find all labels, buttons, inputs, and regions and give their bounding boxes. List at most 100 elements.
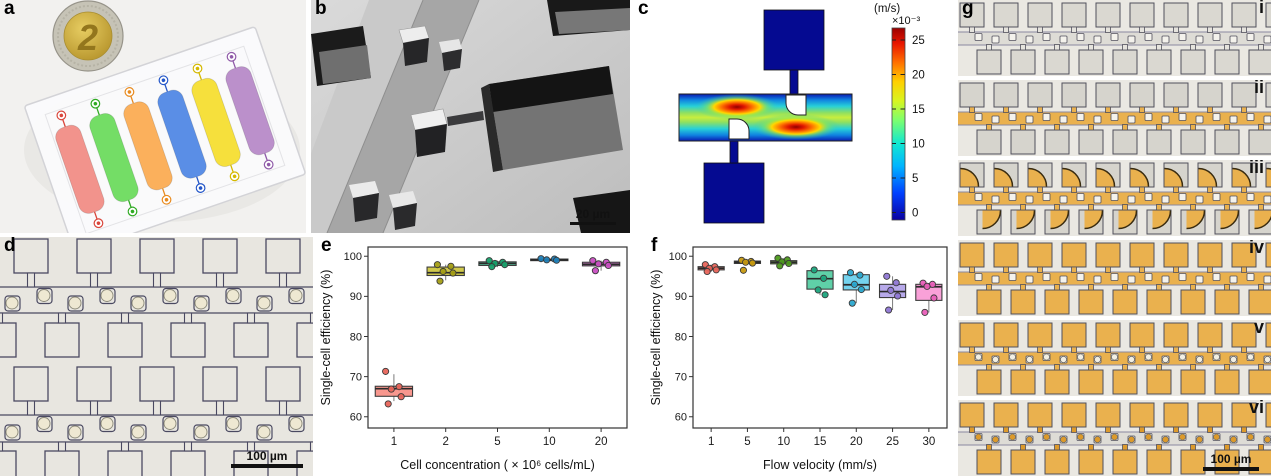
svg-text:80: 80: [350, 331, 362, 343]
scale-bar-b: 20 µm: [570, 208, 616, 225]
svg-text:60: 60: [350, 412, 362, 424]
boxplot-cell-concentration: 60 70 80 90 100 Single-cell efficiency (%) Cel…: [319, 246, 628, 472]
inlet-reservoir: [763, 9, 825, 71]
sem-pillar-side: [415, 124, 447, 157]
strip-graphic-vi: [958, 400, 1271, 476]
trap-array-graphic: [0, 237, 313, 476]
svg-text:Single-cell efficiency (%): Single-cell efficiency (%): [649, 270, 663, 406]
strip-graphic-ii: [958, 80, 1271, 156]
svg-text:1: 1: [391, 436, 397, 448]
panel-g-strip-i: g i: [958, 0, 1271, 76]
strip-graphic-v: [958, 320, 1271, 396]
velocity-field: [679, 94, 852, 141]
scale-bar-b-line: [570, 222, 616, 225]
svg-text:0: 0: [912, 208, 918, 220]
panel-g-strip-iii: iii: [958, 160, 1271, 236]
sem-hole-wall: [481, 84, 503, 172]
panel-f-boxplot: 60 70 80 90 100 Single-cell efficiency (%) Flo…: [647, 237, 953, 476]
svg-text:90: 90: [675, 291, 687, 303]
strip-graphic-iv: [958, 240, 1271, 316]
simulation-graphic: (m/s) ×10⁻³ 0 5 10 15 20 25: [634, 0, 954, 233]
svg-text:20: 20: [850, 436, 863, 448]
panel-g-strip-ii: ii: [958, 80, 1271, 156]
svg-text:10: 10: [543, 436, 556, 448]
panel-b-sem-image: b 20 µm: [311, 0, 630, 233]
scale-bar-g-text: 100 µm: [1210, 452, 1252, 466]
svg-text:2: 2: [442, 436, 448, 448]
strip-vi-label: vi: [1248, 400, 1264, 417]
svg-text:5: 5: [494, 436, 500, 448]
svg-text:1: 1: [708, 436, 714, 448]
svg-text:5: 5: [744, 436, 750, 448]
scale-bar-d-line: [231, 464, 303, 468]
svg-text:15: 15: [912, 104, 925, 116]
panel-a-label: a: [4, 0, 15, 19]
svg-text:10: 10: [777, 436, 790, 448]
inlet-neck: [789, 69, 799, 96]
sem-pillar-side: [442, 49, 462, 71]
trap-structure: [785, 94, 807, 116]
colorbar: [891, 27, 906, 221]
svg-text:2: 2: [77, 17, 98, 58]
scale-bar-g: 100 µm: [1203, 453, 1259, 471]
channel-outline: [678, 93, 853, 142]
svg-text:100: 100: [344, 251, 362, 263]
svg-text:20: 20: [595, 436, 608, 448]
svg-text:15: 15: [814, 436, 827, 448]
strip-graphic-i: [958, 0, 1271, 76]
panel-a-chip-photo: 2 a: [0, 0, 306, 233]
svg-text:70: 70: [350, 371, 362, 383]
sem-hole-shadow: [489, 66, 613, 112]
panel-e-label: e: [321, 237, 332, 256]
strip-iv-label: iv: [1248, 240, 1264, 257]
scale-bar-g-line: [1203, 467, 1259, 471]
svg-text:20: 20: [912, 70, 925, 82]
outlet-reservoir: [703, 162, 765, 224]
strip-ii-label: ii: [1253, 80, 1264, 97]
colorbar-multiplier: ×10⁻³: [892, 15, 920, 27]
strip-v-label: v: [1253, 320, 1264, 337]
panel-e-boxplot: 60 70 80 90 100 Single-cell efficiency (%) Cel…: [317, 237, 647, 476]
panel-g-strip-v: v: [958, 320, 1271, 396]
scale-bar-d: 100 µm: [231, 450, 303, 468]
trap-structure: [728, 118, 750, 140]
svg-text:10: 10: [912, 139, 925, 151]
panel-b-label: b: [315, 0, 327, 19]
panel-f-label: f: [651, 237, 658, 256]
panel-c-simulation: (m/s) ×10⁻³ 0 5 10 15 20 25 c: [634, 0, 954, 233]
sem-pillar-top: [349, 181, 379, 198]
colorbar-ticks: 0 5 10 15 20 25: [892, 35, 925, 220]
panel-g-strip-vi: vi 100 µm: [958, 400, 1271, 476]
panel-g-strip-iv: iv: [958, 240, 1271, 316]
sem-pillar-bar: [447, 111, 484, 126]
strip-i-label: i: [1258, 0, 1264, 17]
sem-hole-floor: [319, 45, 371, 84]
sem-graphic: [311, 0, 630, 233]
sem-left-plateau: [311, 0, 423, 233]
svg-text:Flow velocity (mm/s): Flow velocity (mm/s): [763, 458, 877, 472]
panel-d-label: d: [4, 237, 16, 256]
svg-text:80: 80: [675, 331, 687, 343]
svg-text:25: 25: [912, 35, 925, 47]
scale-bar-b-text: 20 µm: [575, 207, 611, 221]
strip-iii-label: iii: [1248, 160, 1264, 177]
panel-c-label: c: [638, 0, 649, 19]
outlet-neck: [729, 140, 739, 164]
boxplot-flow-velocity: 60 70 80 90 100 Single-cell efficiency (%) Flo…: [649, 246, 948, 472]
colorbar-unit: (m/s): [874, 3, 900, 15]
scale-bar-d-text: 100 µm: [246, 449, 288, 463]
svg-text:Cell concentration ( × 10⁶ cel: Cell concentration ( × 10⁶ cells/mL): [400, 458, 594, 472]
svg-text:70: 70: [675, 371, 687, 383]
sem-pillar-side: [353, 193, 379, 222]
sem-pillar-top: [439, 39, 462, 53]
sem-diagonal-channel: [327, 0, 479, 233]
svg-text:5: 5: [912, 173, 918, 185]
strip-graphic-iii: [958, 160, 1271, 236]
chip-photo-graphic: 2: [0, 0, 306, 233]
panel-g-label: g: [962, 0, 974, 19]
panel-d-micrograph: d 100 µm: [0, 237, 313, 476]
svg-text:Single-cell efficiency (%): Single-cell efficiency (%): [319, 270, 333, 406]
svg-text:25: 25: [886, 436, 899, 448]
sem-pillar-side: [393, 203, 417, 230]
